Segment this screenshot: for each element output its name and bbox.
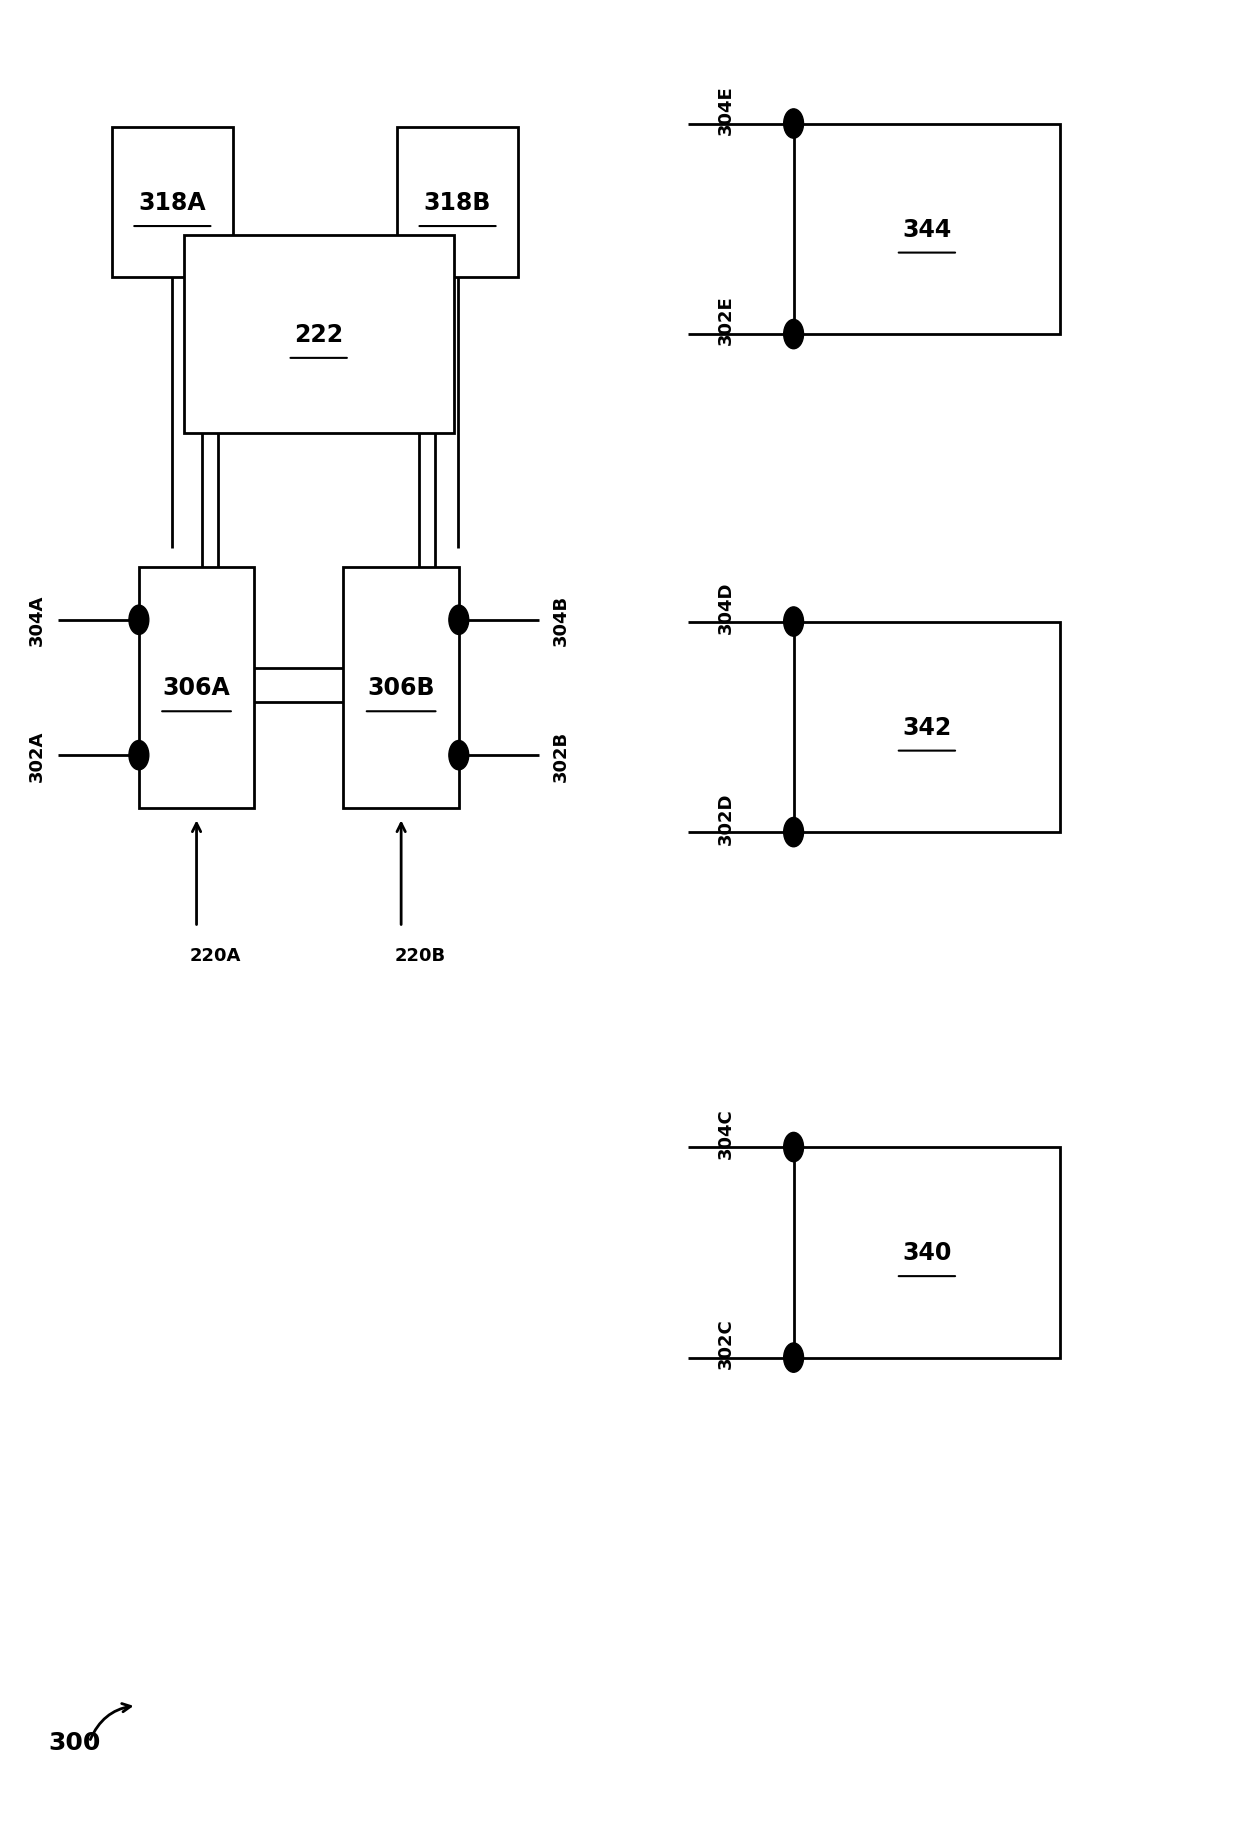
Bar (397, 128, 518, 278)
Text: 222: 222 (294, 322, 343, 348)
Bar (139, 567, 254, 809)
Text: 302B: 302B (552, 730, 569, 781)
Text: 220B: 220B (394, 946, 445, 964)
Text: 306B: 306B (367, 675, 435, 701)
Circle shape (449, 606, 469, 635)
Text: 318B: 318B (424, 190, 491, 216)
Bar (794, 622, 1060, 833)
Text: 302A: 302A (29, 730, 46, 781)
Text: 304E: 304E (717, 84, 734, 135)
Text: 300: 300 (48, 1729, 100, 1755)
Text: 220A: 220A (190, 946, 241, 964)
Circle shape (784, 320, 804, 350)
Circle shape (129, 741, 149, 770)
Circle shape (129, 606, 149, 635)
Circle shape (784, 1133, 804, 1162)
Text: 342: 342 (903, 716, 951, 739)
Text: 344: 344 (903, 218, 951, 242)
Text: 306A: 306A (162, 675, 231, 701)
Text: 340: 340 (903, 1241, 951, 1265)
Bar (112, 128, 233, 278)
Text: 302D: 302D (717, 792, 734, 844)
Bar (794, 124, 1060, 335)
Circle shape (784, 818, 804, 847)
Circle shape (784, 608, 804, 637)
Text: 318A: 318A (139, 190, 206, 216)
Bar (794, 1147, 1060, 1358)
Text: 302E: 302E (717, 295, 734, 346)
Bar (343, 567, 459, 809)
Text: 304D: 304D (717, 582, 734, 633)
Circle shape (784, 1343, 804, 1372)
Circle shape (784, 110, 804, 139)
Text: 302C: 302C (717, 1318, 734, 1369)
Bar (184, 236, 454, 434)
Text: 304A: 304A (29, 595, 46, 646)
Circle shape (449, 741, 469, 770)
Text: 304C: 304C (717, 1107, 734, 1158)
Text: 304B: 304B (552, 595, 569, 646)
